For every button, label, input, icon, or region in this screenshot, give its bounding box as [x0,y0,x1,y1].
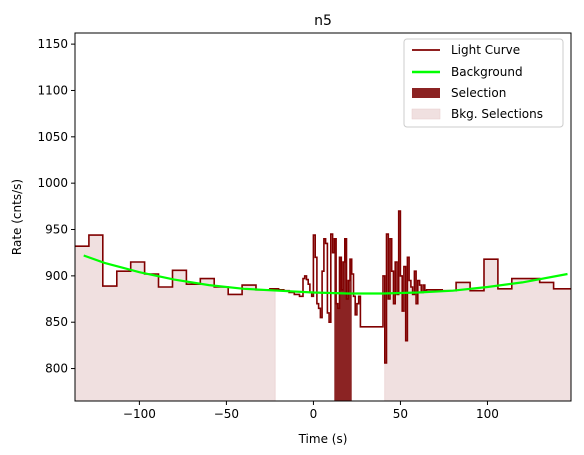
bkg-selection-layer [74,210,572,402]
legend-swatch-selection [412,88,440,98]
selection-region [334,238,352,401]
y-tick-label: 1000 [37,176,68,190]
background-layer [83,254,568,295]
y-tick-label: 1100 [37,83,68,97]
legend: Light Curve Background Selection Bkg. Se… [403,38,564,128]
background-curve [83,254,568,295]
x-tick-label: −50 [214,407,239,421]
x-tick-label: 100 [476,407,499,421]
y-tick-label: 800 [45,362,68,376]
chart-title: n5 [314,13,332,29]
bkg-selection-region-0 [74,234,276,402]
y-ticks: 800 850 900 950 1000 1050 1100 1150 [37,37,75,376]
x-axis-label: Time (s) [298,432,348,446]
legend-label-bkg-selections: Bkg. Selections [451,107,543,121]
x-tick-label: 0 [310,407,318,421]
x-ticks: −100 −50 0 50 100 [123,401,499,421]
legend-label-background: Background [451,65,523,79]
y-tick-label: 1050 [37,130,68,144]
y-tick-label: 900 [45,269,68,283]
light-curve-line [75,210,571,364]
y-tick-label: 1150 [37,37,68,51]
x-tick-label: −100 [123,407,156,421]
y-axis-label: Rate (cnts/s) [10,179,24,255]
x-tick-label: 50 [393,407,408,421]
selection-layer [334,238,352,401]
legend-box [403,38,564,128]
light-curve-layer [75,210,571,364]
bkg-selection-region-1 [384,210,572,402]
y-tick-label: 950 [45,223,68,237]
legend-swatch-bkg-selections [411,108,441,120]
y-tick-label: 850 [45,315,68,329]
plot-frame [74,32,572,402]
legend-label-light-curve: Light Curve [451,43,520,57]
legend-label-selection: Selection [451,86,506,100]
